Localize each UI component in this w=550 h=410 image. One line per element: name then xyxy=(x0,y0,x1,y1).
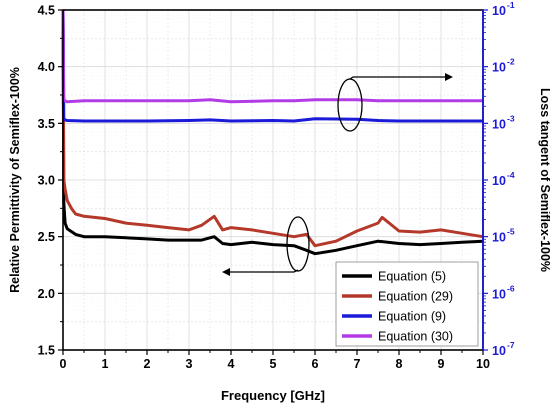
y2-axis-title: Loss tangent of Semiflex-100% xyxy=(538,88,550,272)
y2-tick-label: 10 -7 xyxy=(492,340,515,358)
y2-tick-exponent: -6 xyxy=(507,283,515,293)
series-line-3 xyxy=(61,9,483,123)
y2-tick-label: 10 -6 xyxy=(492,283,515,301)
y2-tick-label: 10 -1 xyxy=(492,0,515,18)
y2-tick-label: 10 -4 xyxy=(492,170,515,188)
legend: Equation (5) Equation (29) Equation (9) Equ… xyxy=(335,261,479,347)
annotations xyxy=(222,73,453,276)
y2-tick-base: 10 xyxy=(492,4,506,18)
x-tick-label: 7 xyxy=(354,357,361,371)
x-axis-title: Frequency [GHz] xyxy=(221,388,325,403)
y2-tick-base: 10 xyxy=(492,117,506,131)
x-tick-label: 8 xyxy=(396,357,403,371)
y-tick-label: 2.0 xyxy=(38,287,55,301)
ellipse-left-axis-series xyxy=(286,216,310,272)
series-layer xyxy=(61,9,484,256)
x-tick-label: 1 xyxy=(102,357,109,371)
y2-tick-label: 10 -3 xyxy=(492,113,515,131)
x-tick-label: 3 xyxy=(186,357,193,371)
y2-tick-exponent: -1 xyxy=(507,0,515,10)
x-tick-label: 10 xyxy=(476,357,490,371)
arrow-head-right xyxy=(445,73,453,81)
legend-label-3: Equation (9) xyxy=(378,310,446,324)
x-tick-label: 5 xyxy=(270,357,277,371)
arrow-head-left xyxy=(222,268,230,276)
x-tick-label: 6 xyxy=(312,357,319,371)
y-tick-label: 3.5 xyxy=(38,117,55,131)
y-tick-label: 1.5 xyxy=(38,344,55,358)
arrow-to-left-axis xyxy=(230,269,299,273)
arrow-to-right-axis xyxy=(349,76,445,80)
x-tick-label: 4 xyxy=(228,357,235,371)
y2-tick-exponent: -7 xyxy=(507,340,515,350)
legend-label-4: Equation (30) xyxy=(378,330,453,344)
x-tick-label: 2 xyxy=(144,357,151,371)
y2-tick-base: 10 xyxy=(492,61,506,75)
y2-tick-label: 10 -2 xyxy=(492,57,515,75)
y2-tick-exponent: -4 xyxy=(507,170,515,180)
legend-label-2: Equation (29) xyxy=(378,290,453,304)
y2-tick-label: 10 -5 xyxy=(492,227,515,245)
series-line-2 xyxy=(61,9,484,248)
y-tick-label: 3.0 xyxy=(38,174,55,188)
y2-tick-base: 10 xyxy=(492,174,506,188)
x-tick-label: 9 xyxy=(438,357,445,371)
y2-tick-exponent: -5 xyxy=(507,227,515,237)
x-tick-label: 0 xyxy=(60,357,67,371)
y2-tick-base: 10 xyxy=(492,231,506,245)
y-tick-label: 4.0 xyxy=(38,60,55,74)
ticks-layer: 0 1 2 3 4 5 6 7 8 9 101.52.02.53.03.54.04.510 -710-… xyxy=(38,0,515,371)
series-line-4 xyxy=(61,9,483,104)
y2-tick-exponent: -3 xyxy=(507,113,515,123)
series-line-1 xyxy=(61,9,484,256)
legend-label-1: Equation (5) xyxy=(378,270,446,284)
y-tick-label: 2.5 xyxy=(38,230,55,244)
y2-tick-base: 10 xyxy=(492,344,506,358)
y2-tick-exponent: -2 xyxy=(507,57,515,67)
y-axis-title: Relative Permittivity of Semiflex-100% xyxy=(8,67,22,293)
y-tick-label: 4.5 xyxy=(38,4,55,18)
y2-tick-base: 10 xyxy=(492,287,506,301)
